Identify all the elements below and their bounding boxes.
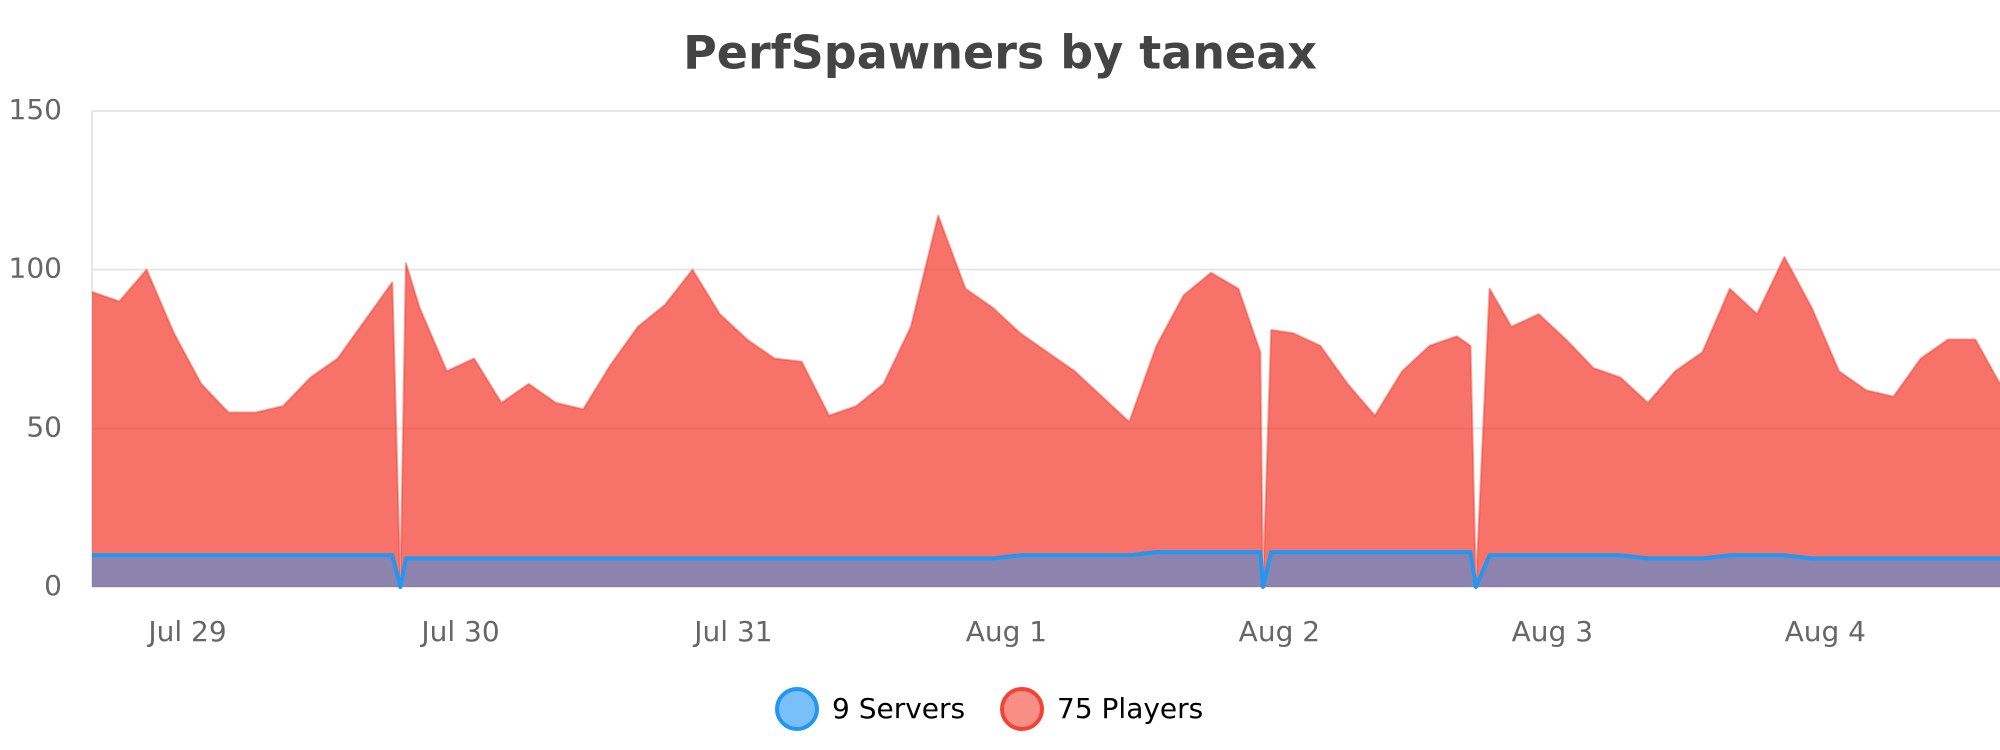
legend-symbol[interactable] — [775, 687, 819, 731]
chart-title: PerfSpawners by taneax — [683, 26, 1317, 80]
x-tick-label: Aug 2 — [1239, 615, 1320, 648]
y-tick-label: 150 — [9, 93, 62, 126]
x-tick-label: Jul 30 — [419, 615, 499, 648]
area — [92, 552, 2000, 587]
legend-label[interactable]: 9 Servers — [832, 692, 965, 725]
line — [91, 214, 2000, 588]
legend-symbol[interactable] — [1000, 687, 1044, 731]
line — [92, 550, 2000, 589]
x-tick-label: Jul 31 — [692, 615, 772, 648]
area — [92, 215, 2000, 587]
x-tick-label: Aug 3 — [1512, 615, 1593, 648]
y-tick-label: 50 — [26, 410, 62, 443]
x-tick-label: Jul 29 — [146, 615, 226, 648]
x-tick-label: Aug 1 — [966, 615, 1047, 648]
y-tick-label: 100 — [9, 252, 62, 285]
y-tick-label: 0 — [44, 569, 62, 602]
x-tick-label: Aug 4 — [1785, 615, 1866, 648]
legend-label[interactable]: 75 Players — [1057, 692, 1203, 725]
